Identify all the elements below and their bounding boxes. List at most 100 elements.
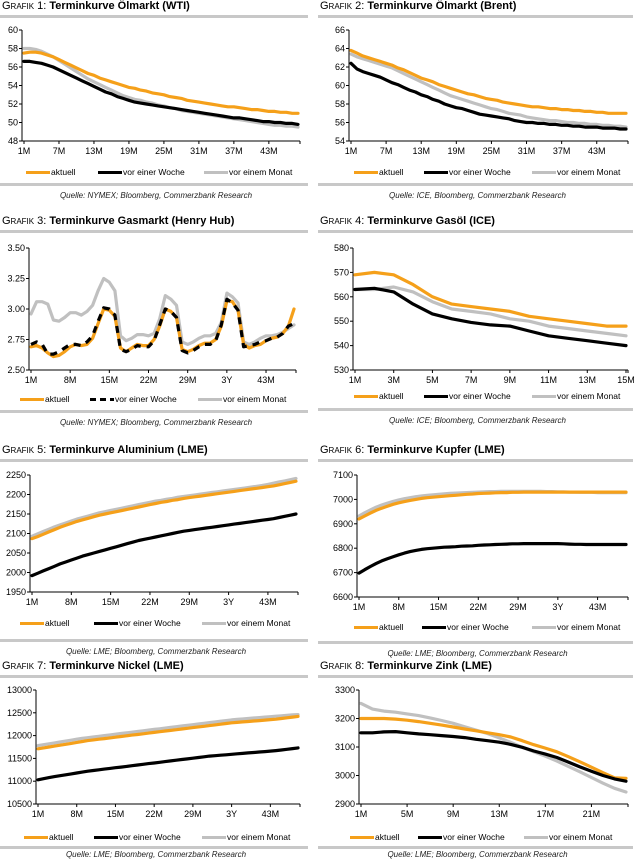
chart-title: Grafik 5: Terminkurve Aluminium (LME) bbox=[2, 444, 208, 456]
legend-swatch-aktuell bbox=[20, 397, 44, 401]
y-tick-label: 6600 bbox=[333, 592, 353, 602]
divider bbox=[318, 15, 633, 18]
x-tick-label: 43M bbox=[259, 597, 277, 607]
legend-swatch-aktuell bbox=[354, 625, 378, 629]
y-tick-label: 3.50 bbox=[7, 243, 25, 253]
legend-item-monat: vor einem Monat bbox=[532, 391, 620, 401]
y-tick-label: 3100 bbox=[335, 742, 355, 752]
divider bbox=[0, 459, 308, 462]
x-tick-label: 29M bbox=[509, 602, 527, 612]
legend-item-woche: vor einer Woche bbox=[424, 167, 511, 177]
x-tick-label: 22M bbox=[145, 809, 163, 819]
x-tick-label: 13M bbox=[85, 146, 103, 156]
legend-label: vor einer Woche bbox=[119, 618, 181, 628]
x-tick-label: 3Y bbox=[226, 809, 237, 819]
legend-swatch-monat bbox=[198, 397, 222, 401]
x-tick-label: 17M bbox=[537, 809, 555, 819]
legend-item-monat: vor einem Monat bbox=[204, 167, 292, 177]
legend-item-woche: vor einer Woche bbox=[422, 622, 509, 632]
x-tick-label: 43M bbox=[257, 375, 275, 385]
chart-legend: aktuell vor einer Woche vor einem Monat bbox=[318, 391, 637, 403]
y-tick-label: 2150 bbox=[6, 509, 26, 519]
legend-swatch-monat bbox=[524, 835, 548, 839]
x-tick-label: 13M bbox=[491, 809, 509, 819]
divider bbox=[0, 639, 308, 642]
legend-item-aktuell: aktuell bbox=[26, 167, 76, 177]
legend-item-woche: vor einer Woche bbox=[98, 167, 185, 177]
x-tick-label: 5M bbox=[401, 809, 414, 819]
series-line-monat bbox=[349, 52, 628, 129]
x-tick-label: 15M bbox=[107, 809, 125, 819]
series-line-woche bbox=[353, 286, 628, 348]
x-tick-label: 43M bbox=[262, 809, 280, 819]
divider bbox=[0, 846, 308, 849]
y-tick-label: 58 bbox=[8, 44, 18, 54]
legend-item-monat: vor einem Monat bbox=[202, 618, 290, 628]
legend-swatch-woche bbox=[418, 835, 442, 839]
legend-label: aktuell bbox=[379, 622, 404, 632]
legend-label: aktuell bbox=[51, 167, 76, 177]
y-tick-label: 6900 bbox=[333, 519, 353, 529]
series-line-monat bbox=[36, 712, 300, 748]
y-tick-label: 2000 bbox=[6, 568, 26, 578]
divider bbox=[0, 230, 308, 233]
chart-title-text: Terminkurve Gasöl (ICE) bbox=[367, 215, 495, 227]
legend-item-woche: vor einer Woche bbox=[94, 832, 181, 842]
x-tick-label: 11M bbox=[540, 375, 557, 385]
legend-item-aktuell: aktuell bbox=[350, 832, 400, 842]
legend-item-woche: vor einer Woche bbox=[424, 391, 511, 401]
series-line-aktuell bbox=[349, 48, 628, 115]
y-tick-label: 580 bbox=[334, 243, 349, 253]
x-tick-label: 3Y bbox=[221, 375, 232, 385]
y-tick-label: 540 bbox=[334, 341, 349, 351]
x-tick-label: 43M bbox=[260, 146, 278, 156]
series-line-aktuell bbox=[36, 714, 300, 751]
x-tick-label: 19M bbox=[120, 146, 138, 156]
series-line-monat bbox=[22, 46, 300, 129]
chart-title-prefix: Grafik 3: bbox=[2, 215, 50, 227]
series-line-monat bbox=[359, 701, 628, 794]
chart-title-text: Terminkurve Ölmarkt (Brent) bbox=[367, 0, 517, 12]
legend-swatch-aktuell bbox=[26, 170, 50, 174]
x-tick-label: 1M bbox=[345, 146, 358, 156]
y-tick-label: 6700 bbox=[333, 568, 353, 578]
line-chart: 2.50 2.75 3.00 3.25 3.50 1M 8M 15M 22M 29M 3Y 43M bbox=[7, 243, 297, 385]
y-tick-label: 7100 bbox=[333, 470, 353, 480]
legend-item-monat: vor einem Monat bbox=[532, 622, 620, 632]
chart-legend: aktuell vor einer Woche vor einem Monat bbox=[0, 167, 312, 179]
chart-title-text: Terminkurve Nickel (LME) bbox=[49, 660, 184, 672]
chart-title-text: Terminkurve Zink (LME) bbox=[367, 660, 492, 672]
y-tick-label: 56 bbox=[335, 118, 345, 128]
chart-source: Quelle: NYMEX; Bloomberg, Commerzbank Re… bbox=[59, 191, 253, 200]
chart-title: Grafik 2: Terminkurve Ölmarkt (Brent) bbox=[320, 0, 516, 12]
x-tick-label: 37M bbox=[553, 146, 571, 156]
series-line-woche bbox=[30, 297, 295, 356]
legend-label: aktuell bbox=[379, 167, 404, 177]
x-tick-label: 25M bbox=[483, 146, 501, 156]
x-tick-label: 21M bbox=[583, 809, 601, 819]
y-tick-label: 2.75 bbox=[7, 335, 25, 345]
y-tick-label: 13000 bbox=[7, 685, 32, 695]
series-line-woche bbox=[357, 541, 628, 575]
x-tick-label: 3Y bbox=[223, 597, 234, 607]
y-tick-label: 530 bbox=[334, 365, 349, 375]
x-tick-label: 8M bbox=[65, 597, 78, 607]
chart-panel-8: Grafik 8: Terminkurve Zink (LME) 2900 3000… bbox=[318, 660, 637, 860]
legend-swatch-monat bbox=[532, 625, 556, 629]
legend-item-aktuell: aktuell bbox=[354, 391, 404, 401]
series-line-woche bbox=[30, 512, 298, 578]
y-tick-label: 52 bbox=[8, 99, 18, 109]
chart-source: Quelle: LME; Bloomberg, Commerzbank Rese… bbox=[65, 647, 247, 656]
divider bbox=[0, 410, 308, 413]
x-tick-label: 7M bbox=[465, 375, 478, 385]
x-tick-label: 7M bbox=[53, 146, 66, 156]
chart-title-prefix: Grafik 1: bbox=[2, 0, 50, 12]
y-tick-label: 60 bbox=[8, 25, 18, 35]
series-line-woche bbox=[22, 59, 300, 127]
chart-source: Quelle: LME; Bloomberg, Commerzbank Rese… bbox=[387, 649, 568, 658]
y-tick-label: 64 bbox=[335, 44, 345, 54]
series-line-monat bbox=[353, 285, 628, 338]
legend-swatch-woche bbox=[424, 394, 448, 398]
y-tick-label: 11000 bbox=[8, 776, 32, 786]
series-line-monat bbox=[29, 276, 296, 347]
